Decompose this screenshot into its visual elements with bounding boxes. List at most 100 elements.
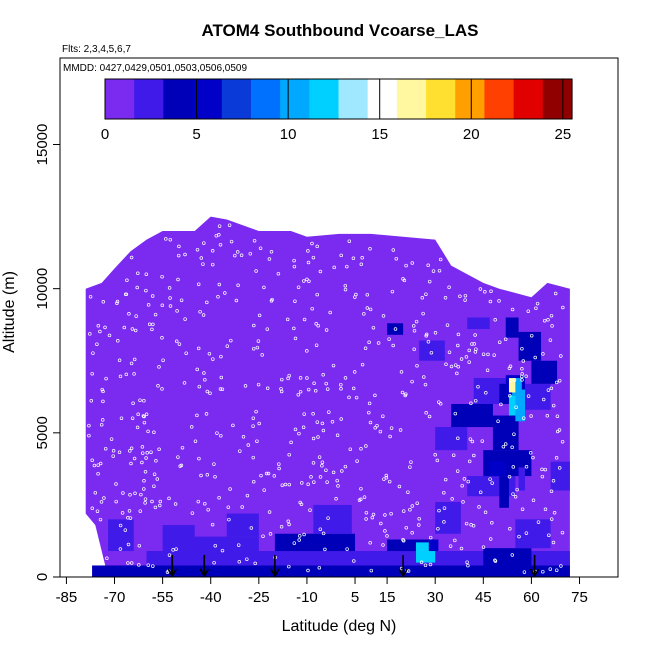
sample-marker: [124, 372, 129, 377]
sample-marker: [546, 318, 550, 322]
colorbar-tick-label-2: 10: [280, 126, 297, 143]
sample-marker: [522, 570, 527, 574]
sample-marker: [146, 303, 151, 307]
sample-marker: [142, 420, 147, 425]
sample-marker: [476, 384, 480, 389]
sample-marker: [321, 373, 325, 377]
colorbar-swatch-10: [396, 79, 427, 119]
sample-marker: [292, 258, 296, 263]
sample-marker: [199, 256, 204, 260]
sample-marker: [467, 459, 472, 464]
sample-marker: [456, 436, 460, 441]
sample-marker: [135, 285, 139, 290]
sample-marker: [251, 455, 256, 460]
sample-marker: [408, 465, 412, 469]
sample-marker: [429, 350, 434, 355]
sample-marker: [318, 527, 323, 531]
sample-marker: [111, 454, 115, 458]
sample-marker: [142, 399, 146, 403]
sample-marker: [98, 461, 103, 466]
sample-marker: [398, 428, 403, 432]
sample-marker: [415, 363, 419, 368]
sample-marker: [485, 368, 490, 372]
sample-marker: [507, 474, 512, 479]
sample-marker: [535, 301, 540, 306]
sample-marker: [91, 351, 95, 355]
heatmap-cell-36: [550, 461, 570, 491]
sample-marker: [422, 375, 426, 379]
sample-marker: [293, 336, 298, 341]
sample-marker: [524, 531, 529, 535]
sample-marker: [125, 278, 129, 283]
sample-marker: [296, 392, 301, 397]
sample-marker: [499, 402, 503, 407]
colorbar-swatch-15: [542, 79, 573, 119]
sample-marker: [115, 301, 119, 305]
sample-marker: [95, 342, 99, 346]
sample-marker: [136, 412, 140, 417]
heatmap-cell-5: [226, 513, 259, 537]
sample-marker: [514, 405, 518, 409]
sample-marker: [287, 522, 291, 527]
sample-marker: [547, 533, 551, 537]
sample-marker: [456, 343, 460, 348]
heatmap-cell-17: [499, 476, 509, 508]
heatmap-cell-6: [387, 539, 429, 552]
sample-marker: [387, 337, 391, 341]
sample-marker: [335, 433, 340, 438]
sample-marker: [255, 439, 259, 443]
sample-marker: [123, 292, 128, 297]
coverage-background: [85, 216, 570, 577]
sample-marker: [160, 336, 164, 340]
sample-marker: [512, 378, 517, 382]
sample-marker: [101, 399, 105, 404]
sample-marker: [470, 342, 474, 346]
sample-marker: [174, 547, 178, 551]
sample-marker: [463, 298, 467, 302]
sample-marker: [269, 299, 274, 303]
sample-marker: [189, 425, 194, 429]
sample-marker: [520, 346, 524, 351]
sample-marker: [203, 377, 207, 382]
sample-marker: [468, 437, 473, 441]
sample-marker: [145, 451, 149, 455]
sample-marker: [433, 453, 437, 457]
x-tick-label-11: 75: [571, 589, 588, 606]
sample-marker: [543, 507, 548, 512]
sample-marker: [362, 312, 366, 316]
sample-marker: [257, 313, 262, 318]
sample-marker: [442, 506, 447, 510]
sample-marker: [540, 467, 544, 472]
sample-marker: [143, 470, 148, 474]
sample-marker: [160, 303, 165, 308]
sample-marker: [254, 409, 258, 414]
sample-marker: [127, 509, 132, 513]
colorbar-ticks: 0 5 10 15 20 25: [101, 79, 571, 143]
sample-marker: [218, 242, 223, 247]
sample-marker: [371, 512, 376, 517]
sample-marker: [321, 428, 326, 433]
sample-marker: [241, 435, 246, 439]
heatmap-cell-13: [313, 504, 352, 534]
sample-marker: [459, 546, 464, 551]
sample-marker: [541, 569, 545, 574]
sample-marker: [286, 376, 290, 381]
sample-marker: [362, 495, 367, 499]
colorbar-swatches: [105, 79, 573, 119]
sample-marker: [363, 346, 368, 351]
sample-marker: [347, 395, 351, 400]
sample-marker: [206, 507, 210, 512]
sample-marker: [406, 569, 411, 573]
sample-marker: [406, 490, 410, 494]
sample-marker: [266, 471, 271, 476]
sample-marker: [384, 475, 389, 480]
sample-marker: [534, 306, 538, 311]
sample-marker: [376, 341, 381, 345]
sample-marker: [195, 367, 199, 372]
sample-marker: [107, 333, 112, 338]
sample-marker: [205, 389, 210, 394]
sample-marker: [157, 447, 161, 452]
sample-marker: [449, 364, 454, 369]
sample-marker: [557, 378, 562, 383]
dates-label: MMDD: 0427,0429,0501,0503,0506,0509: [63, 63, 247, 74]
